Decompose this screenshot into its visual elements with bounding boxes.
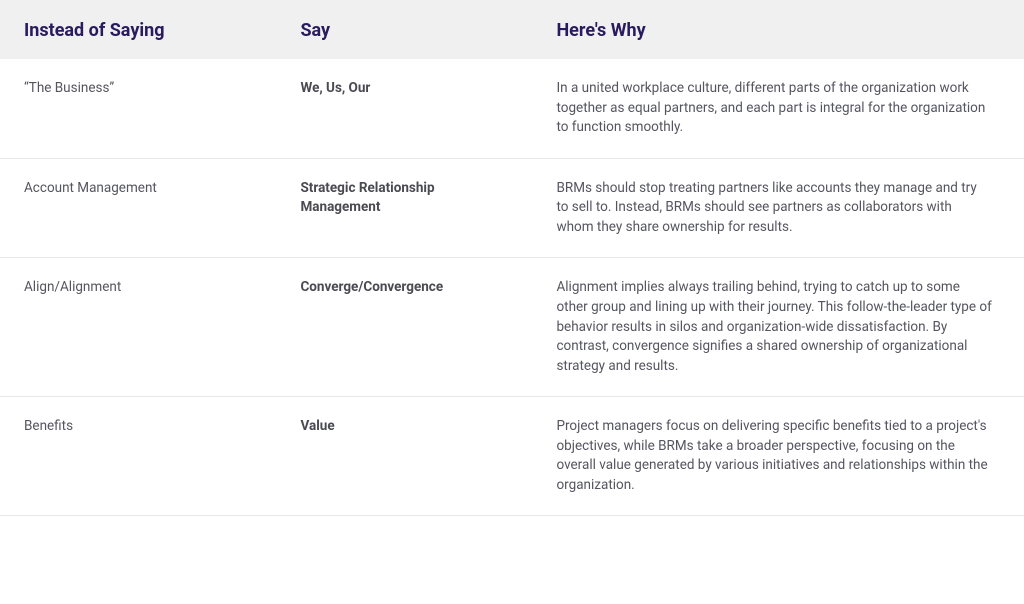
cell-why: In a united workplace culture, different… xyxy=(532,59,1024,158)
cell-instead: Benefits xyxy=(0,397,276,516)
cell-say: Strategic Relationship Management xyxy=(276,158,532,258)
cell-why: Alignment implies always trailing behind… xyxy=(532,258,1024,397)
cell-instead: Account Management xyxy=(0,158,276,258)
cell-why: BRMs should stop treating partners like … xyxy=(532,158,1024,258)
table-row: Align/Alignment Converge/Convergence Ali… xyxy=(0,258,1024,397)
column-header-say: Say xyxy=(276,0,532,59)
column-header-why: Here's Why xyxy=(532,0,1024,59)
cell-why: Project managers focus on delivering spe… xyxy=(532,397,1024,516)
table-row: Benefits Value Project managers focus on… xyxy=(0,397,1024,516)
column-header-instead: Instead of Saying xyxy=(0,0,276,59)
terminology-table: Instead of Saying Say Here's Why “The Bu… xyxy=(0,0,1024,516)
cell-instead: Align/Alignment xyxy=(0,258,276,397)
cell-say: Converge/Convergence xyxy=(276,258,532,397)
cell-instead: “The Business” xyxy=(0,59,276,158)
table-row: Account Management Strategic Relationshi… xyxy=(0,158,1024,258)
table-row: “The Business” We, Us, Our In a united w… xyxy=(0,59,1024,158)
cell-say: We, Us, Our xyxy=(276,59,532,158)
cell-say: Value xyxy=(276,397,532,516)
table-header-row: Instead of Saying Say Here's Why xyxy=(0,0,1024,59)
table-body: “The Business” We, Us, Our In a united w… xyxy=(0,59,1024,516)
